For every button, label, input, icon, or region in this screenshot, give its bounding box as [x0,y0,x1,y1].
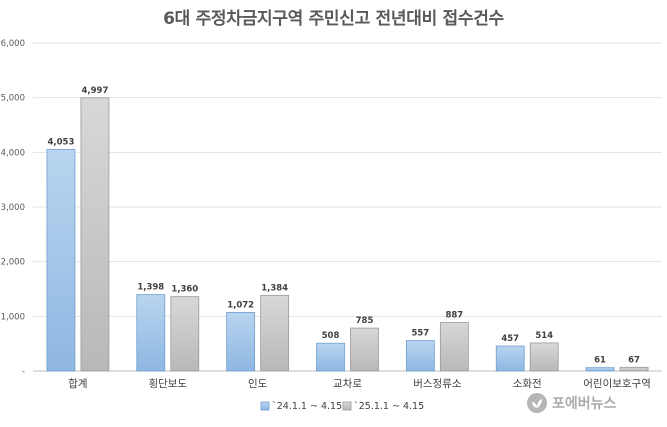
bar [80,97,110,372]
watermark-text: 포에버뉴스 [552,396,617,412]
x-category-label: 횡단보도 [148,377,187,390]
bar [405,340,435,372]
y-tick-label: 2,000 [1,258,25,268]
y-tick-label: 5,000 [1,94,25,104]
legend-label: `24.1.1 ~ 4.15 [272,401,342,412]
x-category-label: 인도 [248,378,268,390]
data-label: 1,072 [227,300,254,310]
data-label: 1,398 [137,283,164,293]
bar [170,296,200,372]
data-label: 514 [535,331,553,341]
data-label: 1,384 [261,283,288,293]
bar [46,149,76,372]
x-category-label: 버스정류소 [413,378,462,390]
plant-leaf-icon [527,393,547,413]
chart-title: 6대 주정차금지구역 주민신고 전년대비 접수건수 [163,9,504,29]
legend-swatch [342,401,352,411]
bar [529,342,559,372]
bar [226,311,256,372]
bar [316,342,345,372]
bar [136,294,166,372]
bar [585,367,615,372]
data-label: 4,053 [47,137,74,147]
y-tick-label: 1,000 [1,312,25,322]
x-category-label: 소화전 [513,378,542,390]
legend-label: `25.1.1 ~ 4.15 [354,401,424,412]
y-tick-label: - [22,367,25,377]
y-tick-label: 6,000 [1,39,25,49]
watermark: 포에버뉴스 [527,388,663,418]
legend-swatch [260,401,270,411]
x-category-label: 어린이보호구역 [583,378,651,390]
data-label: 557 [411,329,429,339]
x-category-label: 합계 [68,378,87,390]
y-tick-label: 4,000 [1,148,25,158]
data-label: 508 [322,331,340,341]
data-label: 457 [501,334,519,344]
bar [260,294,290,372]
bar [619,366,649,372]
bar [495,345,525,372]
data-label: 61 [594,356,606,366]
data-label: 1,360 [171,285,198,295]
data-label: 785 [356,316,374,326]
data-label: 67 [628,355,640,365]
x-category-label: 교차로 [333,378,362,390]
data-label: 4,997 [81,86,108,96]
bar [439,322,469,372]
y-tick-label: 3,000 [1,203,25,213]
bar [350,327,379,372]
data-label: 887 [445,311,463,321]
